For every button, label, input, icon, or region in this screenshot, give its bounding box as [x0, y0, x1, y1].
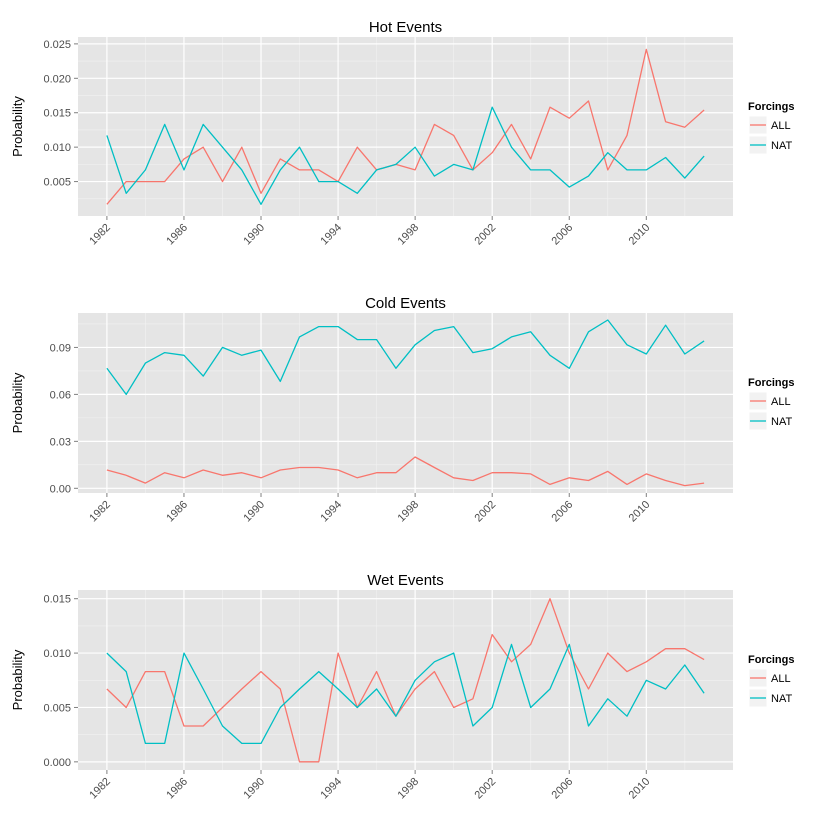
series-line-nat — [106, 643, 705, 745]
y-tick-label: 0.09 — [50, 342, 71, 354]
x-tick-label: 1986 — [164, 499, 190, 525]
x-tick-label: 2006 — [550, 776, 576, 802]
legend-label-all: ALL — [771, 673, 791, 685]
plot-background — [78, 313, 733, 493]
x-tick-label: 2010 — [627, 776, 653, 802]
x-tick-label: 2006 — [550, 499, 576, 525]
series-line-all — [106, 456, 705, 487]
y-tick-label: 0.015 — [43, 108, 71, 120]
y-axis-label: Probability — [10, 372, 25, 433]
y-tick-label: 0.06 — [50, 389, 71, 401]
x-tick-label: 1982 — [87, 499, 113, 525]
y-axis-label: Probability — [10, 96, 25, 157]
series-line-nat — [106, 319, 705, 396]
panel-title: Cold Events — [365, 295, 446, 312]
x-tick-label: 1994 — [318, 499, 344, 525]
x-tick-label: 1994 — [318, 222, 344, 248]
y-tick-label: 0.005 — [43, 702, 71, 714]
x-tick-label: 1998 — [395, 222, 421, 248]
x-tick-label: 1990 — [241, 776, 267, 802]
legend-title: Forcings — [748, 101, 794, 113]
panel-hot-events: 0.005 0.010 0.015 0.020 0.025 1982 1986 1990 199… — [10, 19, 794, 247]
series-line-nat — [106, 106, 705, 205]
series-line-all — [106, 598, 705, 763]
panel-title: Wet Events — [367, 572, 443, 589]
x-tick-label: 1998 — [395, 499, 421, 525]
x-tick-label: 2010 — [627, 499, 653, 525]
x-tick-label: 1990 — [241, 499, 267, 525]
y-tick-label: 0.000 — [43, 757, 71, 769]
panel-cold-events: 0.00 0.03 0.06 0.09 1982 1986 1990 1994 1998 2002… — [10, 295, 794, 524]
legend: Forcings ALL NAT — [748, 377, 794, 431]
x-tick-label: 1994 — [318, 776, 344, 802]
legend-label-nat: NAT — [771, 140, 792, 152]
y-tick-label: 0.00 — [50, 483, 71, 495]
x-tick-label: 2006 — [550, 222, 576, 248]
legend-title: Forcings — [748, 377, 794, 389]
x-tick-label: 1986 — [164, 222, 190, 248]
y-tick-label: 0.010 — [43, 648, 71, 660]
y-axis-label: Probability — [10, 649, 25, 710]
legend-label-nat: NAT — [771, 416, 792, 428]
x-tick-label: 1998 — [395, 776, 421, 802]
x-tick-label: 2010 — [627, 222, 653, 248]
y-tick-label: 0.03 — [50, 436, 71, 448]
y-tick-label: 0.020 — [43, 73, 71, 85]
x-tick-label: 2002 — [473, 776, 499, 802]
y-tick-label: 0.015 — [43, 594, 71, 606]
plot-background — [78, 37, 733, 216]
legend: Forcings ALL NAT — [748, 101, 794, 155]
series-line-all — [106, 48, 705, 205]
legend-label-all: ALL — [771, 120, 791, 132]
x-tick-label: 1982 — [87, 776, 113, 802]
x-tick-label: 1986 — [164, 776, 190, 802]
legend-title: Forcings — [748, 654, 794, 666]
panel-wet-events: 0.000 0.005 0.010 0.015 1982 1986 1990 1994 1998… — [10, 572, 794, 801]
legend-label-all: ALL — [771, 396, 791, 408]
legend-label-nat: NAT — [771, 693, 792, 705]
x-tick-label: 2002 — [473, 499, 499, 525]
y-tick-label: 0.005 — [43, 177, 71, 189]
x-tick-label: 1990 — [241, 222, 267, 248]
legend: Forcings ALL NAT — [748, 654, 794, 708]
x-tick-label: 1982 — [87, 222, 113, 248]
y-tick-label: 0.025 — [43, 39, 71, 51]
panel-title: Hot Events — [369, 19, 442, 36]
x-tick-label: 2002 — [473, 222, 499, 248]
y-tick-label: 0.010 — [43, 142, 71, 154]
